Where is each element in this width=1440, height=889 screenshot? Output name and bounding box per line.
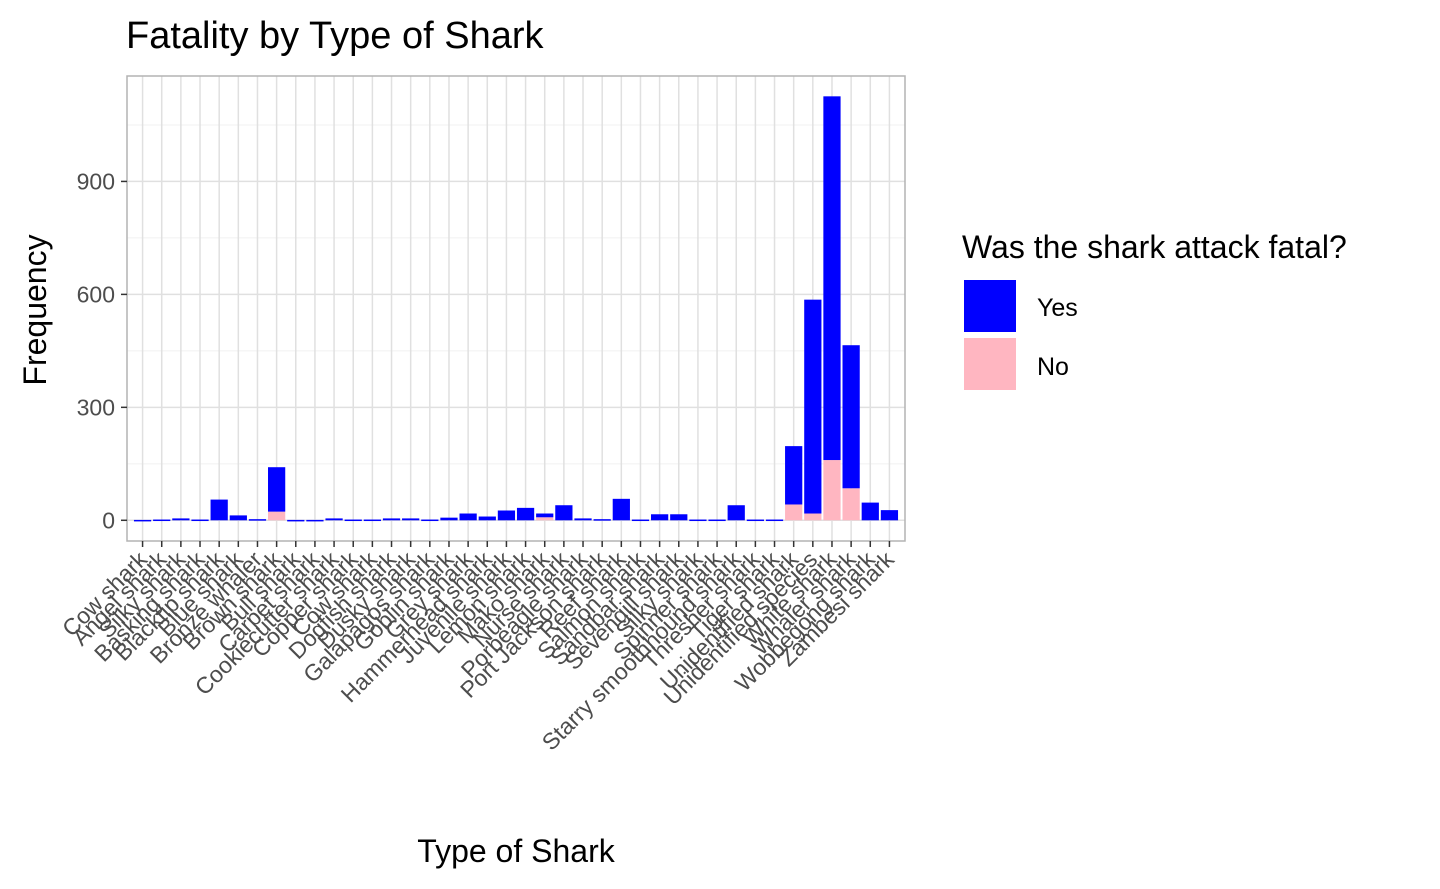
legend-label-no: No <box>1037 353 1069 381</box>
legend-title: Was the shark attack fatal? <box>962 229 1347 265</box>
bar-no <box>804 513 822 521</box>
legend-swatch-yes <box>964 280 1016 332</box>
bar-yes <box>708 519 726 522</box>
bar-no <box>268 511 286 521</box>
bar-yes <box>153 519 171 522</box>
bar-yes <box>497 510 516 521</box>
bar-no <box>785 504 803 521</box>
bars <box>133 96 899 522</box>
bar-yes <box>402 518 420 521</box>
bar-yes <box>727 505 745 521</box>
bar-yes <box>516 507 535 521</box>
bar-yes <box>612 498 630 521</box>
bar-yes <box>593 519 611 521</box>
bar-yes <box>363 519 381 522</box>
bar-yes <box>478 516 496 521</box>
y-axis-title: Frequency <box>17 234 53 385</box>
bar-yes <box>765 519 784 522</box>
bar-yes <box>670 514 688 521</box>
plot-border <box>126 75 906 542</box>
bar-yes <box>880 510 899 521</box>
bar-yes <box>555 505 573 521</box>
y-tick-label: 300 <box>77 394 115 420</box>
bar-yes <box>861 502 879 521</box>
bar-yes <box>268 467 286 512</box>
y-tick-label: 0 <box>102 507 115 533</box>
y-axis: 0 300 600 900 <box>77 168 127 533</box>
bar-yes <box>382 518 401 521</box>
x-axis-title: Type of Shark <box>417 833 615 869</box>
bar-yes <box>459 513 477 521</box>
bar-yes <box>536 513 554 518</box>
bar-yes <box>631 519 650 522</box>
legend-label-yes: Yes <box>1037 294 1078 322</box>
bar-yes <box>210 499 228 521</box>
bar-yes <box>191 519 209 522</box>
bar-yes <box>842 345 860 489</box>
y-tick-label: 900 <box>77 168 115 194</box>
bar-yes <box>229 515 247 521</box>
bar-yes <box>746 519 764 522</box>
bar-yes <box>804 299 822 514</box>
bar-yes <box>306 519 324 522</box>
y-tick-label: 600 <box>77 281 115 307</box>
chart-title: Fatality by Type of Shark <box>126 15 544 57</box>
bar-yes <box>325 518 343 521</box>
bar-yes <box>287 519 305 522</box>
bar-no <box>823 460 841 521</box>
bar-yes <box>574 518 592 521</box>
bar-yes <box>248 519 267 521</box>
bar-yes <box>823 96 841 461</box>
bar-no <box>842 488 860 521</box>
bar-no <box>536 517 554 521</box>
bar-yes <box>689 519 707 522</box>
legend-swatch-no <box>964 338 1016 390</box>
bar-yes <box>651 514 669 521</box>
bar-yes <box>440 517 458 521</box>
bar-yes <box>785 446 803 505</box>
minor-gridlines <box>127 124 905 465</box>
bar-yes <box>344 519 362 522</box>
bar-yes <box>172 518 190 521</box>
legend: Was the shark attack fatal? Yes No <box>962 229 1347 390</box>
bar-yes <box>133 519 152 522</box>
bar-yes <box>421 519 439 522</box>
